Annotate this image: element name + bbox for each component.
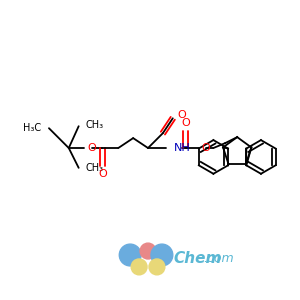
Text: O: O — [98, 169, 107, 179]
Text: Chem: Chem — [174, 251, 222, 266]
Text: H₃C: H₃C — [23, 123, 41, 133]
Text: O: O — [88, 143, 96, 153]
Text: O: O — [181, 118, 190, 128]
Text: O: O — [202, 143, 210, 153]
Circle shape — [151, 244, 173, 266]
Text: CH₃: CH₃ — [85, 120, 104, 130]
Circle shape — [119, 244, 141, 266]
Text: CH₃: CH₃ — [85, 163, 104, 173]
Text: O: O — [178, 110, 187, 120]
Circle shape — [131, 259, 147, 275]
Text: NH: NH — [174, 143, 190, 153]
Circle shape — [140, 243, 156, 259]
Text: .com: .com — [203, 253, 234, 266]
Circle shape — [149, 259, 165, 275]
